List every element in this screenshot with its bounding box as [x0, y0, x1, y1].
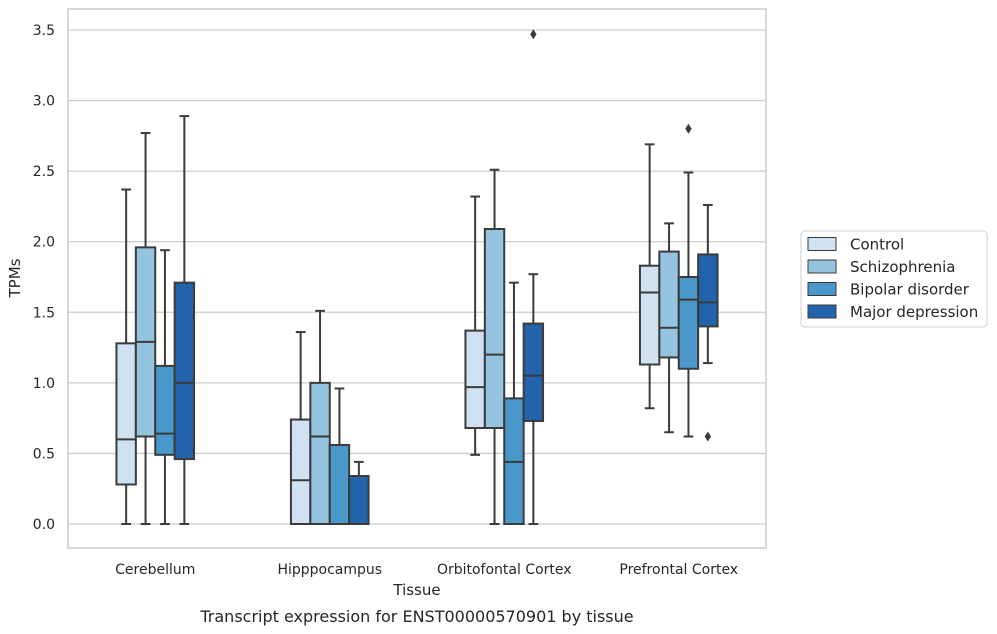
box-body — [464, 329, 486, 430]
box-cerebellum-control — [115, 188, 137, 525]
box-body — [522, 322, 545, 422]
legend-label-bipolar-disorder: Bipolar disorder — [850, 281, 970, 299]
y-axis-label: TPMs — [6, 258, 24, 298]
box-body — [115, 342, 137, 486]
box-body — [173, 281, 196, 461]
x-tick-label-orbitofontal-cortex: Orbitofontal Cortex — [437, 562, 572, 578]
box-body — [309, 381, 331, 525]
y-tick-label: 1.0 — [33, 376, 55, 392]
legend-swatch-major-depression — [807, 304, 837, 319]
y-tick-label: 2.0 — [33, 235, 55, 251]
box-cerebellum-bipolar-disorder — [154, 249, 176, 525]
box-prefrontal-cortex-schizophrenia — [658, 222, 680, 434]
y-tick-label: 1.5 — [33, 305, 55, 321]
box-body — [638, 264, 661, 366]
legend-frame — [800, 230, 988, 328]
box-hipppocampus-schizophrenia — [309, 309, 331, 525]
box-prefrontal-cortex-major-depression — [697, 204, 719, 442]
box-body — [348, 475, 370, 525]
box-orbitofontal-cortex-bipolar-disorder — [503, 281, 525, 525]
box-orbitofontal-cortex-major-depression — [522, 29, 545, 525]
legend-label-control: Control — [850, 236, 904, 254]
box-hipppocampus-major-depression — [348, 460, 370, 525]
box-orbitofontal-cortex-control — [464, 195, 486, 456]
legend-label-schizophrenia: Schizophrenia — [850, 258, 955, 276]
y-tick-label: 3.5 — [33, 23, 55, 39]
boxes — [115, 29, 719, 526]
outlier-point — [530, 29, 537, 40]
box-body — [328, 443, 351, 525]
box-cerebellum-major-depression — [173, 115, 196, 525]
y-tick-label: 0.0 — [33, 517, 55, 533]
y-tick-label: 0.5 — [33, 446, 55, 462]
x-axis-label: Tissue — [392, 581, 440, 599]
box-body — [677, 276, 700, 370]
outlier-point — [704, 431, 712, 442]
y-tick-label: 2.5 — [33, 164, 55, 180]
box-hipppocampus-bipolar-disorder — [328, 387, 351, 525]
y-tick-labels: 0.0 0.5 1.0 1.5 2.0 2.5 3.0 3.5 — [33, 23, 55, 533]
legend-swatch-control — [807, 237, 837, 251]
box-orbitofontal-cortex-schizophrenia — [483, 168, 506, 525]
y-tick-label: 3.0 — [33, 94, 55, 110]
box-prefrontal-cortex-control — [638, 143, 661, 410]
x-tick-label-hipppocampus: Hipppocampus — [277, 562, 382, 578]
box-body — [154, 364, 176, 456]
outlier-point — [685, 123, 692, 134]
box-body — [658, 250, 680, 359]
x-tick-labels: Cerebellum Hipppocampus Orbitofontal Corte… — [115, 562, 738, 578]
box-cerebellum-schizophrenia — [134, 132, 157, 525]
box-hipppocampus-control — [289, 331, 312, 526]
plot-area-frame — [67, 8, 767, 549]
legend: Control Schizophrenia Bipolar disorder Majo… — [800, 230, 988, 328]
box-body — [697, 253, 719, 328]
x-tick-label-cerebellum: Cerebellum — [115, 562, 195, 578]
chart-caption: Transcript expression for ENST0000057090… — [199, 607, 633, 626]
legend-swatch-bipolar-disorder — [807, 282, 837, 296]
legend-label-major-depression: Major depression — [850, 303, 978, 321]
box-body — [483, 228, 506, 430]
box-body — [289, 418, 312, 526]
x-tick-label-prefrontal-cortex: Prefrontal Cortex — [619, 562, 738, 578]
legend-swatch-schizophrenia — [807, 259, 837, 274]
